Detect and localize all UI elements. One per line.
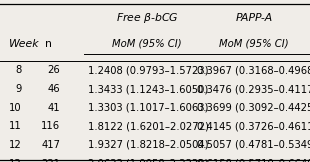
Text: 46: 46: [48, 84, 60, 94]
Text: 116: 116: [41, 121, 60, 131]
Text: MoM (95% CI): MoM (95% CI): [113, 39, 182, 49]
Text: 1.8122 (1.6201–2.0272): 1.8122 (1.6201–2.0272): [88, 121, 209, 131]
Text: 41: 41: [48, 103, 60, 113]
Text: Free $\beta$-bCG: Free $\beta$-bCG: [116, 11, 179, 25]
Text: 2.0633 (1.9058–2.2339): 2.0633 (1.9058–2.2339): [88, 159, 209, 162]
Text: 0.3967 (0.3168–0.4968): 0.3967 (0.3168–0.4968): [197, 65, 310, 75]
Text: 9: 9: [15, 84, 22, 94]
Text: 1.3433 (1.1243–1.6050): 1.3433 (1.1243–1.6050): [88, 84, 209, 94]
Text: 8: 8: [16, 65, 22, 75]
Text: 231: 231: [42, 159, 60, 162]
Text: 1.9327 (1.8218–2.0504): 1.9327 (1.8218–2.0504): [88, 140, 209, 150]
Text: PAPP-A: PAPP-A: [236, 13, 273, 23]
Text: 1.3303 (1.1017–1.6063): 1.3303 (1.1017–1.6063): [88, 103, 209, 113]
Text: 0.6158 (0.5710–0.6640): 0.6158 (0.5710–0.6640): [197, 159, 310, 162]
Text: 0.3476 (0.2935–0.4117): 0.3476 (0.2935–0.4117): [197, 84, 310, 94]
Text: 1.2408 (0.9793–1.5723): 1.2408 (0.9793–1.5723): [88, 65, 209, 75]
Text: 0.5057 (0.4781–0.5349): 0.5057 (0.4781–0.5349): [197, 140, 310, 150]
Text: 12: 12: [9, 140, 22, 150]
Text: 13: 13: [9, 159, 22, 162]
Text: 11: 11: [9, 121, 22, 131]
Text: 0.3699 (0.3092–0.4425): 0.3699 (0.3092–0.4425): [197, 103, 310, 113]
Text: Week: Week: [9, 39, 40, 49]
Text: 10: 10: [9, 103, 22, 113]
Text: MoM (95% CI): MoM (95% CI): [219, 39, 289, 49]
Text: 417: 417: [42, 140, 60, 150]
Text: 0.4145 (0.3726–0.4611): 0.4145 (0.3726–0.4611): [197, 121, 310, 131]
Text: 26: 26: [48, 65, 60, 75]
Text: n: n: [45, 39, 51, 49]
